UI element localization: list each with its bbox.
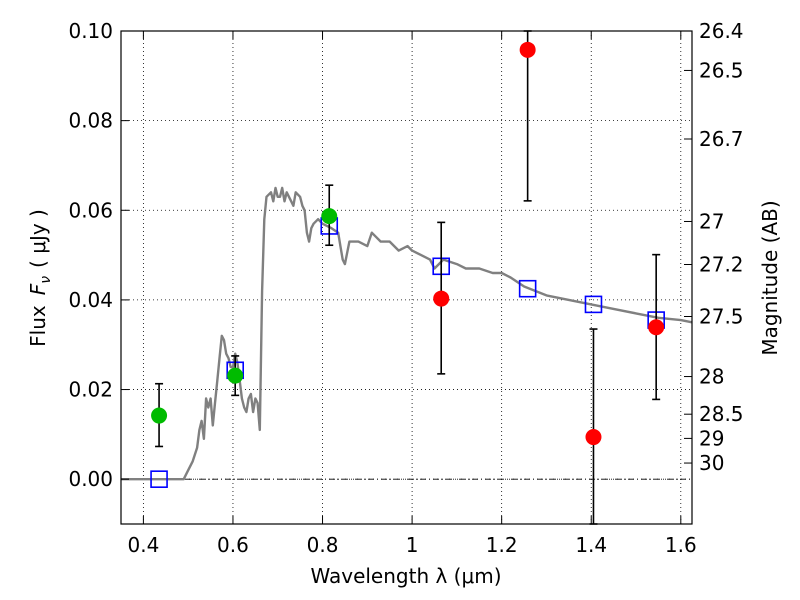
flux-point bbox=[227, 367, 244, 384]
y-tick-label: 0.10 bbox=[68, 19, 113, 43]
y-axis-label-flux: Flux bbox=[26, 305, 50, 347]
right-tick-label: 27 bbox=[699, 209, 724, 233]
right-tick-label: 27.2 bbox=[699, 253, 744, 277]
right-tick-label: 28 bbox=[699, 365, 724, 389]
y-tick-label: 0.04 bbox=[68, 288, 113, 312]
flux-point bbox=[585, 429, 602, 446]
x-tick-label: 1.6 bbox=[665, 533, 697, 557]
y-axis-label-subscript: ν bbox=[38, 276, 54, 284]
observed-photometry-points bbox=[151, 30, 665, 525]
x-tick-label: 0.8 bbox=[307, 533, 339, 557]
y-tick-label: 0.02 bbox=[68, 378, 113, 402]
flux-point bbox=[433, 290, 450, 307]
right-tick-label: 28.5 bbox=[699, 402, 744, 426]
y-axis-label: Flux Fν ( μJy ) bbox=[26, 209, 54, 347]
right-axis-label: Magnitude (AB) bbox=[758, 200, 782, 355]
y-axis-label-unit: ( μJy ) bbox=[26, 209, 50, 268]
right-tick-label: 30 bbox=[699, 451, 724, 475]
x-tick-label: 1.2 bbox=[486, 533, 518, 557]
right-tick-label: 26.4 bbox=[699, 19, 744, 43]
axis-ticks bbox=[121, 30, 692, 524]
x-axis-label: Wavelength λ (μm) bbox=[310, 564, 501, 588]
flux-point bbox=[648, 319, 665, 336]
flux-point bbox=[321, 208, 338, 225]
plot-frame bbox=[120, 30, 693, 525]
right-tick-label: 27.5 bbox=[699, 304, 744, 328]
right-tick-label: 29 bbox=[699, 426, 724, 450]
right-tick-label: 26.5 bbox=[699, 58, 744, 82]
x-tick-label: 1.4 bbox=[575, 533, 607, 557]
model-sed-group bbox=[121, 186, 693, 481]
y-axis-label-symbol: F bbox=[26, 283, 50, 295]
x-tick-labels: 0.4 0.6 0.8 1 1.2 1.4 1.6 bbox=[127, 533, 696, 557]
right-tick-label: 26.7 bbox=[699, 127, 744, 151]
y-tick-label: 0.06 bbox=[68, 198, 113, 222]
x-tick-label: 1 bbox=[406, 533, 419, 557]
flux-point bbox=[519, 41, 536, 58]
model-box-marker bbox=[150, 470, 168, 488]
x-tick-label: 0.6 bbox=[217, 533, 249, 557]
y-tick-label: 0.00 bbox=[68, 467, 113, 491]
y-tick-label: 0.08 bbox=[68, 109, 113, 133]
model-box-marker bbox=[584, 295, 603, 314]
x-tick-label: 0.4 bbox=[127, 533, 159, 557]
flux-point bbox=[151, 407, 168, 424]
model-box-marker bbox=[518, 279, 537, 298]
y-tick-labels: 0.00 0.02 0.04 0.06 0.08 0.10 bbox=[68, 19, 113, 491]
model-sed-line bbox=[121, 186, 693, 481]
